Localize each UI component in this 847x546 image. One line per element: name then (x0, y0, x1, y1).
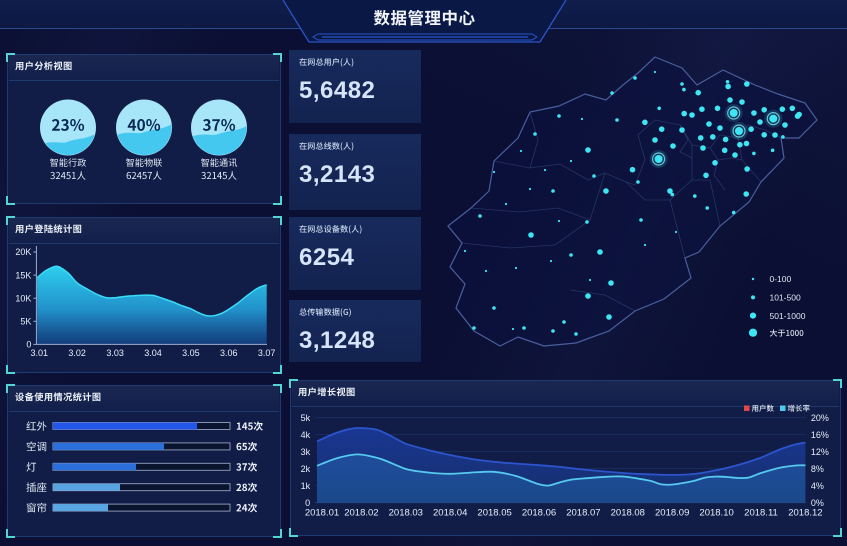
svg-text:101-500: 101-500 (770, 293, 801, 303)
svg-text:2018.07: 2018.07 (566, 508, 600, 519)
svg-text:12%: 12% (811, 447, 829, 457)
svg-text:2018.03: 2018.03 (389, 508, 423, 519)
svg-text:4k: 4k (301, 430, 311, 440)
svg-text:2018.01: 2018.01 (305, 508, 339, 519)
svg-text:501-1000: 501-1000 (770, 311, 806, 321)
svg-text:20K: 20K (15, 247, 31, 257)
svg-text:5k: 5k (301, 413, 311, 423)
svg-text:2k: 2k (301, 464, 311, 474)
svg-text:3.01: 3.01 (31, 348, 49, 358)
svg-text:2018.08: 2018.08 (611, 508, 645, 519)
svg-text:16%: 16% (811, 430, 829, 440)
svg-text:3.04: 3.04 (144, 348, 162, 358)
svg-text:10K: 10K (15, 293, 31, 303)
svg-text:0: 0 (305, 498, 310, 508)
svg-text:3.05: 3.05 (182, 348, 200, 358)
svg-text:2018.09: 2018.09 (655, 508, 689, 519)
svg-text:0-100: 0-100 (770, 274, 792, 284)
svg-text:2018.05: 2018.05 (477, 508, 511, 519)
svg-text:2018.10: 2018.10 (699, 508, 733, 519)
svg-text:3.03: 3.03 (106, 348, 124, 358)
svg-text:3.07: 3.07 (258, 348, 276, 358)
svg-text:2018.11: 2018.11 (744, 508, 778, 519)
svg-text:4%: 4% (811, 481, 824, 491)
svg-text:3k: 3k (301, 447, 311, 457)
svg-text:0: 0 (26, 340, 31, 350)
svg-text:8%: 8% (811, 464, 824, 474)
svg-text:5K: 5K (20, 317, 31, 327)
svg-text:1k: 1k (301, 481, 311, 491)
svg-text:3.02: 3.02 (68, 348, 86, 358)
svg-text:20%: 20% (811, 413, 829, 423)
svg-text:0%: 0% (811, 498, 824, 508)
svg-text:2018.12: 2018.12 (788, 508, 822, 519)
svg-text:2018.04: 2018.04 (433, 508, 467, 519)
svg-text:2018.06: 2018.06 (522, 508, 556, 519)
svg-text:3.06: 3.06 (220, 348, 238, 358)
svg-text:15K: 15K (15, 270, 31, 280)
svg-text:2018.02: 2018.02 (344, 508, 378, 519)
